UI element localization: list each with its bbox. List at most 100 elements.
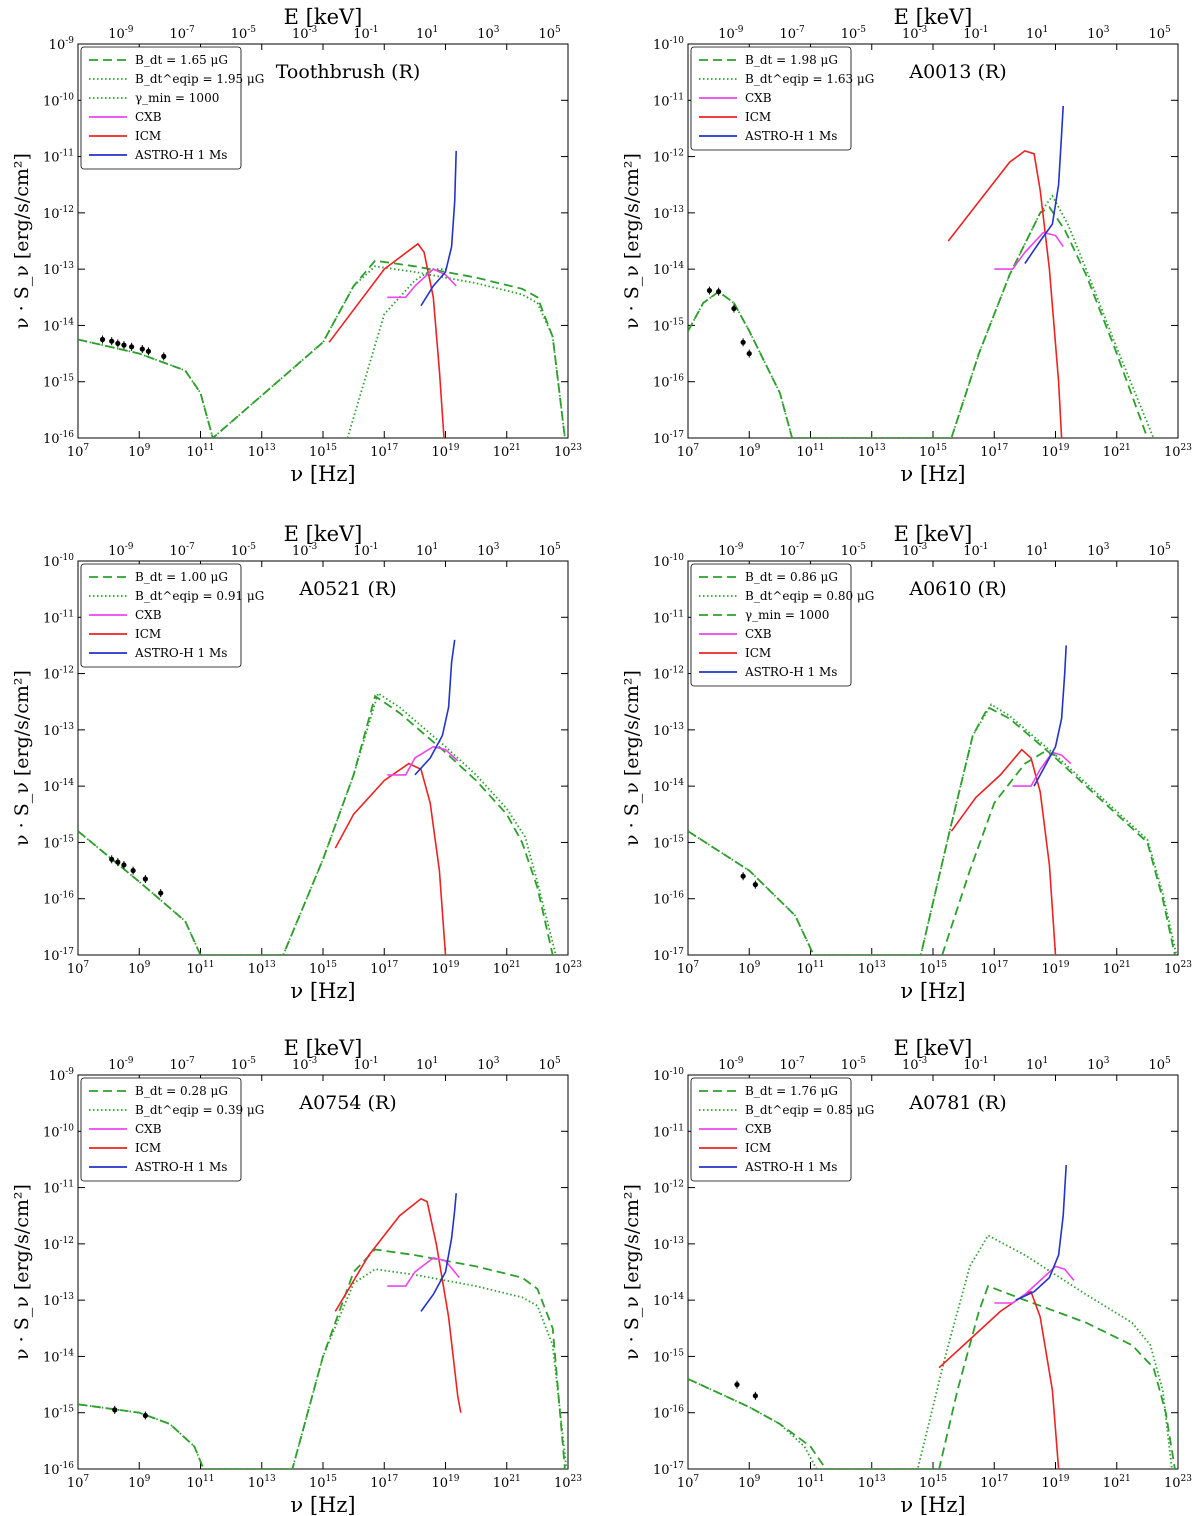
top-tick-label: 103 [477,25,500,42]
panel-title: A0610 (R) [908,578,1006,600]
top-axis-title: E [keV] [284,522,363,546]
legend-label: γ_min = 1000 [745,608,829,622]
y-tick-label: 10-10 [43,553,74,570]
y-tick-label: 10-14 [653,778,684,795]
top-tick-label: 101 [1026,25,1048,42]
y-tick-label: 10-11 [43,149,74,166]
top-tick-label: 10-7 [779,542,805,559]
top-tick-label: 103 [1087,25,1110,42]
series-line-1 [78,259,566,438]
panel-title: A0521 (R) [298,578,396,600]
legend-label: CXB [135,1122,162,1136]
top-tick-label: 105 [1148,25,1171,42]
series-group [78,150,566,438]
legend-label: ICM [745,110,771,124]
top-tick-label: 10-3 [292,1056,318,1073]
data-point [740,873,746,879]
top-tick-label: 10-3 [292,25,318,42]
legend-label: B_dt = 1.76 μG [745,1084,838,1098]
series-line-6 [1033,645,1067,787]
x-tick-label: 1019 [432,1474,460,1491]
legend-label: B_dt = 1.98 μG [745,53,838,67]
y-tick-label: 10-9 [49,1067,75,1084]
series-line-5 [1012,751,1072,787]
y-tick-label: 10-12 [653,149,684,166]
x-tick-label: 1011 [797,443,825,460]
top-tick-label: 105 [538,25,561,42]
x-axis-title: ν [Hz] [290,1493,355,1516]
y-tick-label: 10-17 [653,947,684,964]
series-line-3 [334,1197,462,1413]
series-line-1 [688,1284,1176,1469]
legend-label: B_dt^eqip = 0.91 μG [135,589,264,603]
x-tick-label: 109 [738,1474,761,1491]
y-tick-label: 10-17 [653,1461,684,1478]
y-tick-label: 10-12 [653,666,684,683]
data-point [158,890,164,896]
top-tick-label: 10-9 [108,1056,134,1073]
legend-label: B_dt^eqip = 1.63 μG [745,72,874,86]
legend-label: ICM [135,129,161,143]
legend-box [690,563,852,687]
top-tick-label: 10-3 [902,542,928,559]
legend-label: B_dt = 0.28 μG [135,1084,228,1098]
y-tick-label: 10-13 [653,1236,684,1253]
y-tick-label: 10-13 [43,261,74,278]
y-tick-label: 10-11 [653,92,684,109]
y-tick-label: 10-16 [43,891,74,908]
data-point [752,882,758,888]
x-tick-label: 107 [67,443,90,460]
top-tick-label: 10-5 [231,1056,257,1073]
y-tick-label: 10-11 [653,1123,684,1140]
legend-label: B_dt^eqip = 1.95 μG [135,72,264,86]
series-line-3 [941,751,1056,955]
top-tick-label: 103 [477,542,500,559]
legend-label: ASTRO-H 1 Ms [134,148,227,162]
x-tick-label: 1021 [493,1474,521,1491]
x-axis-title: ν [Hz] [900,1493,965,1516]
legend-label: B_dt = 0.86 μG [745,570,838,584]
y-tick-label: 10-13 [43,722,74,739]
data-point [706,287,713,294]
top-tick-label: 10-5 [841,1056,867,1073]
y-tick-label: 10-15 [653,1348,684,1365]
y-tick-label: 10-14 [43,317,74,334]
legend-label: CXB [135,110,162,124]
data-point [734,1381,740,1388]
top-tick-label: 105 [538,1056,561,1073]
y-tick-label: 10-17 [43,947,74,964]
chart-panel-3: 107 109 1011 1013 1015 1017 1019 1021 1023 10-17 1… [11,522,582,1003]
x-tick-label: 1017 [370,960,398,977]
chart-panel-5: 107 109 1011 1013 1015 1017 1019 1021 1023 10-16 1… [11,1036,582,1516]
data-point [109,856,115,862]
series-line-2 [78,265,566,438]
data-point [746,350,752,357]
top-tick-label: 105 [1148,1056,1171,1073]
legend-box [80,563,242,668]
y-tick-label: 10-12 [653,1180,684,1197]
data-point [128,344,135,350]
y-tick-label: 10-17 [653,430,684,447]
y-tick-label: 10-14 [653,1292,684,1309]
top-tick-label: 10-3 [902,1056,928,1073]
x-tick-label: 107 [677,443,700,460]
top-tick-label: 101 [1026,542,1048,559]
y-tick-label: 10-14 [43,1348,74,1365]
top-tick-label: 10-5 [841,25,867,42]
series-group [688,645,1178,955]
series-line-3 [346,268,446,438]
x-tick-label: 1011 [797,960,825,977]
top-tick-label: 10-7 [779,1056,805,1073]
x-tick-label: 1011 [187,1474,215,1491]
x-tick-label: 109 [128,443,151,460]
y-tick-label: 10-11 [653,609,684,626]
series-line-5 [1024,105,1064,264]
y-tick-label: 10-10 [653,1067,684,1084]
x-axis-title: ν [Hz] [900,979,965,1003]
top-tick-label: 10-1 [353,542,378,559]
top-tick-label: 10-9 [718,542,744,559]
y-tick-label: 10-15 [43,1405,74,1422]
y-tick-label: 10-11 [43,609,74,626]
y-tick-label: 10-14 [653,261,684,278]
top-tick-label: 10-5 [231,542,257,559]
